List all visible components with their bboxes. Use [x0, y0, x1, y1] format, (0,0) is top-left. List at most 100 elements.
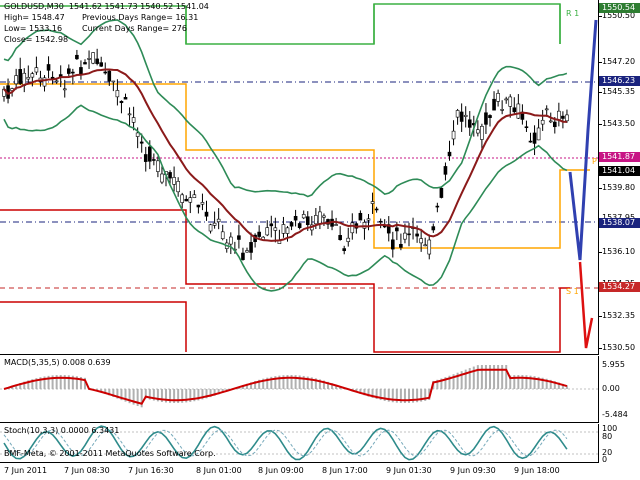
moving-average-line: [3, 68, 567, 242]
candle-body: [516, 103, 521, 119]
price-axis-tick: [598, 62, 602, 63]
price-axis-tick: [598, 188, 602, 189]
price-axis-tick: [598, 16, 602, 17]
candle-body: [293, 215, 298, 221]
price-axis-label: 1545.35: [602, 87, 636, 96]
candle-body: [123, 97, 128, 100]
candle-body: [95, 58, 99, 64]
stoch-axis-80: 80: [602, 432, 613, 441]
candle-body: [443, 166, 448, 175]
candle-body: [297, 223, 302, 228]
candle-body: [407, 233, 411, 236]
price-axis-tick: [598, 348, 602, 349]
candle-body: [220, 231, 225, 240]
candle-body: [83, 62, 87, 65]
candle-body: [71, 71, 75, 74]
candle-body: [188, 197, 193, 203]
s1-label: S 1: [566, 287, 579, 296]
candle-body: [488, 115, 492, 118]
price-tag: 1534.27: [599, 282, 640, 292]
candle-body: [318, 211, 322, 225]
candle-body: [451, 130, 456, 140]
candle-body: [484, 112, 488, 125]
macd-axis-top: 5.955: [602, 360, 625, 369]
candle-body: [67, 68, 71, 74]
price-axis-label: 1547.20: [602, 57, 636, 66]
time-axis-label: 8 Jun 17:00: [322, 466, 368, 475]
candle-body: [54, 80, 59, 83]
s1-level-line: [0, 209, 570, 353]
candle-body: [30, 73, 35, 78]
price-axis-tick: [598, 92, 602, 93]
candle-body: [152, 159, 156, 161]
candle-body: [184, 198, 189, 202]
pivot-label: P: [592, 157, 597, 166]
candle-body: [386, 224, 391, 234]
candle-body: [350, 222, 355, 234]
candle-body: [273, 227, 278, 231]
price-axis-label: 1530.50: [602, 343, 636, 352]
candle-body: [131, 117, 136, 123]
candle-body: [34, 67, 39, 73]
candle-body: [370, 201, 375, 204]
candle-body: [87, 58, 91, 60]
price-axis-label: 1532.35: [602, 311, 636, 320]
candle-body: [156, 160, 160, 172]
candle-body: [467, 119, 472, 128]
lower-band-line: [3, 104, 568, 292]
time-axis-label: 7 Jun 2011: [4, 466, 48, 475]
close-value: Close= 1542.98: [4, 35, 69, 44]
price-axis-tick: [598, 252, 602, 253]
candle-body: [508, 96, 513, 107]
macd-pane[interactable]: MACD(5,35,5) 0.008 0.639: [0, 356, 599, 423]
candle-body: [532, 132, 537, 144]
stoch-axis-0: 0: [602, 455, 608, 464]
candle-body: [111, 80, 116, 83]
candle-body: [26, 76, 31, 80]
candle-body: [289, 222, 294, 227]
price-chart-pane[interactable]: GOLDUSD,M30 1541.62 1541.73 1540.52 1541…: [0, 0, 599, 355]
candle-body: [435, 205, 440, 208]
candle-body: [160, 173, 164, 183]
candle-body: [366, 218, 371, 221]
price-tag: 1550.54: [599, 3, 640, 13]
candle-body: [176, 181, 180, 193]
time-axis-label: 8 Jun 01:00: [196, 466, 242, 475]
candle-body: [512, 107, 517, 113]
candle-body: [322, 215, 326, 218]
candle-body: [565, 114, 569, 122]
candle-body: [200, 202, 205, 205]
candle-body: [119, 100, 124, 104]
price-axis-label: 1539.80: [602, 183, 636, 192]
candle-body: [492, 98, 496, 111]
candle-body: [245, 250, 249, 253]
candle-body: [536, 127, 541, 141]
candle-body: [75, 54, 79, 60]
candle-body: [378, 220, 383, 223]
candle-body: [480, 126, 484, 140]
candle-body: [561, 115, 565, 119]
candle-body: [540, 119, 545, 125]
copyright-text: BMF-Meta, © 2001-2011 MetaQuotes Softwar…: [4, 449, 216, 458]
price-axis-tick: [598, 124, 602, 125]
candle-body: [395, 227, 399, 232]
stochastic-label: Stoch(10,3,3) 0.0000 6.3431: [4, 426, 120, 435]
candle-body: [14, 75, 18, 85]
time-axis-label: 9 Jun 01:30: [386, 466, 432, 475]
candle-body: [544, 108, 549, 111]
candle-body: [204, 211, 209, 217]
time-axis-label: 8 Jun 09:00: [258, 466, 304, 475]
macd-axis-bottom: -5.484: [602, 410, 628, 419]
candle-body: [135, 132, 140, 137]
stoch-main-line: [3, 425, 568, 461]
stochastic-chart: [0, 425, 598, 461]
candle-body: [403, 232, 407, 240]
time-axis-label: 9 Jun 18:00: [514, 466, 560, 475]
candle-body: [524, 126, 529, 129]
candle-body: [192, 194, 197, 198]
stochastic-pane[interactable]: Stoch(10,3,3) 0.0000 6.3431: [0, 424, 599, 463]
candle-body: [374, 208, 379, 211]
candle-body: [103, 71, 108, 74]
candle-body: [18, 69, 23, 84]
price-tag: 1541.04: [599, 166, 640, 176]
